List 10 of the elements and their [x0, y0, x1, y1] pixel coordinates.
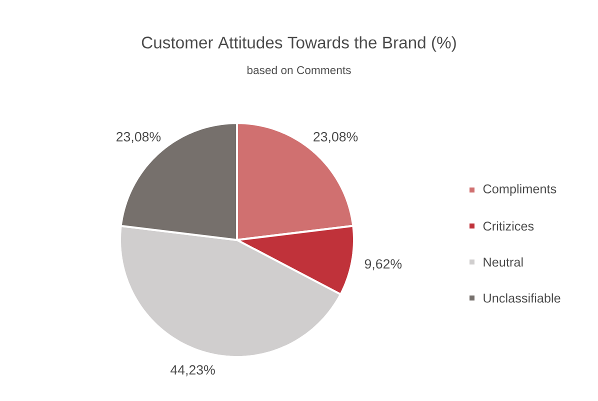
chart-subtitle: based on Comments: [247, 66, 351, 74]
legend-label: Unclassifiable: [484, 293, 560, 303]
data-label: 23,08%: [116, 132, 161, 144]
legend-label: Critizices: [483, 221, 534, 231]
chart-title: Customer Attitudes Towards the Brand (%): [142, 36, 456, 52]
legend-label: Neutral: [484, 257, 523, 267]
legend-label: Compliments: [483, 184, 556, 196]
data-label: 9,62%: [364, 259, 402, 270]
data-label: 23,08%: [314, 132, 358, 144]
data-label: 44,23%: [170, 365, 215, 376]
